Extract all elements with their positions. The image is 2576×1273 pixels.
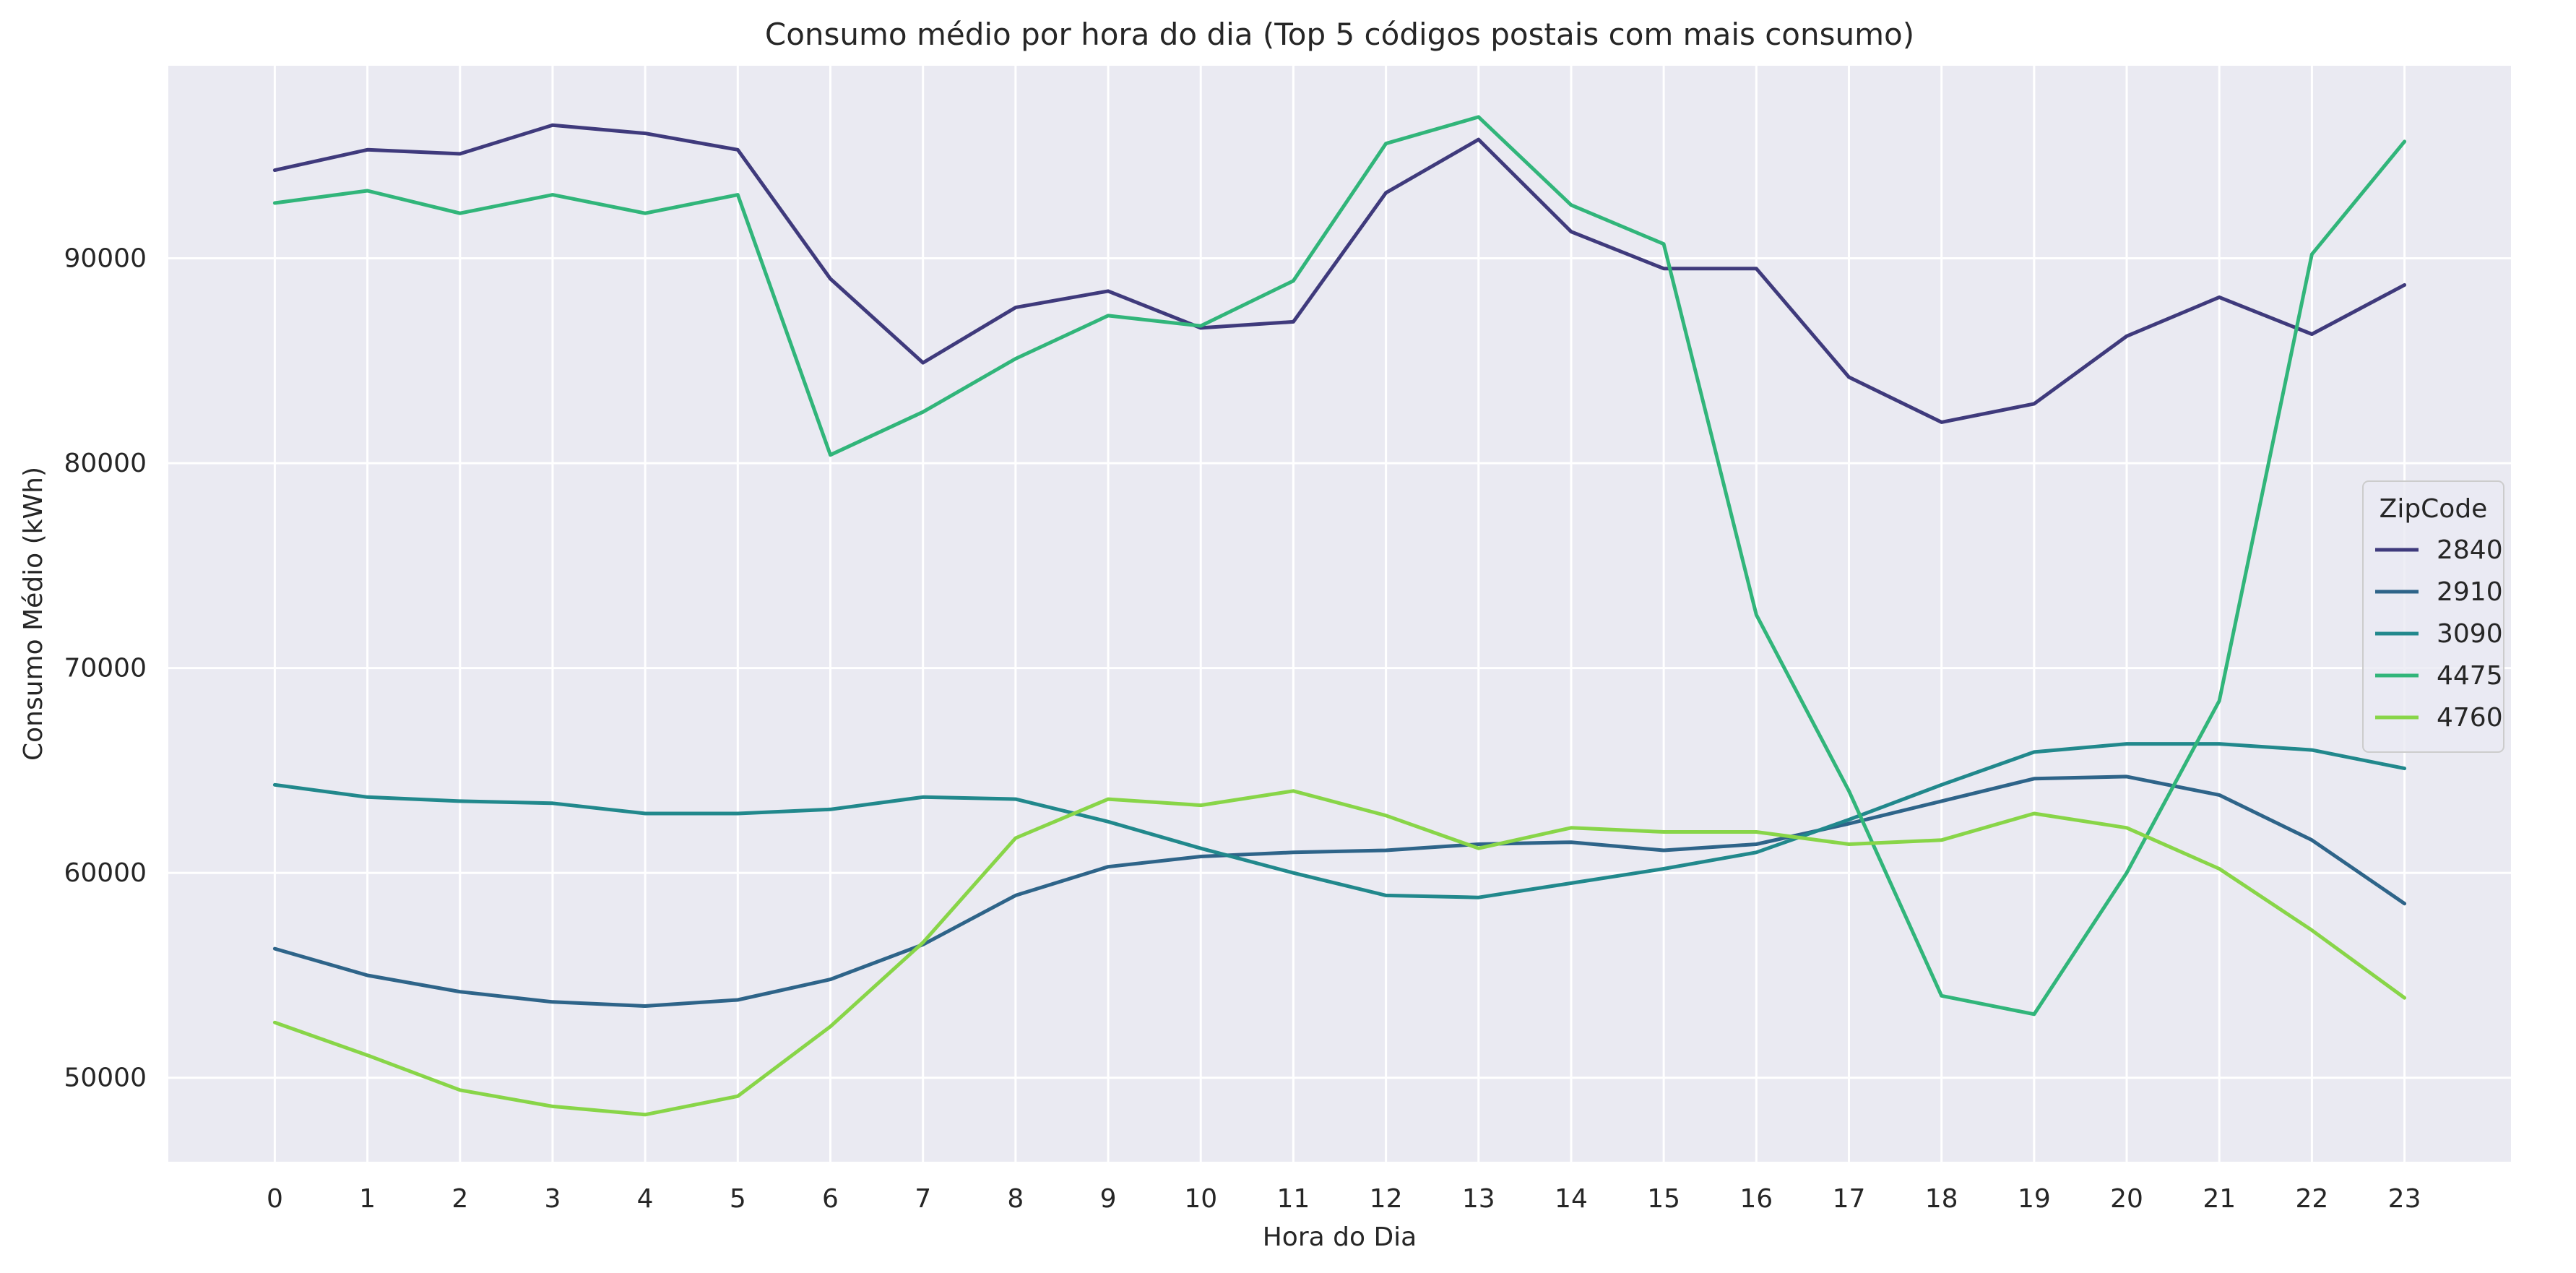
x-tick-label: 2 xyxy=(451,1184,468,1214)
x-tick-label: 19 xyxy=(2018,1184,2051,1214)
plot-area xyxy=(168,66,2511,1162)
legend-title: ZipCode xyxy=(2380,494,2488,524)
x-tick-label: 12 xyxy=(1370,1184,1403,1214)
series-line-2840 xyxy=(272,123,2407,424)
y-tick-label: 50000 xyxy=(64,1063,147,1093)
legend-label-2910: 2910 xyxy=(2437,577,2503,607)
x-tick-label: 7 xyxy=(915,1184,931,1214)
y-axis-label: Consumo Médio (kWh) xyxy=(19,467,48,761)
chart-title: Consumo médio por hora do dia (Top 5 cód… xyxy=(765,17,1914,52)
legend-label-4475: 4475 xyxy=(2437,661,2503,691)
series-line-2910 xyxy=(272,774,2407,1008)
x-tick-label: 17 xyxy=(1833,1184,1866,1214)
series-lines xyxy=(272,115,2407,1117)
x-tick-label: 22 xyxy=(2296,1184,2329,1214)
y-tick-label: 70000 xyxy=(64,654,147,683)
y-tick-label: 60000 xyxy=(64,858,147,888)
y-tick-labels: 50000 60000 70000 80000 90000 xyxy=(64,244,147,1093)
series-line-4760 xyxy=(272,789,2407,1117)
x-tick-label: 20 xyxy=(2110,1184,2143,1214)
x-tick-label: 3 xyxy=(545,1184,561,1214)
x-tick-label: 18 xyxy=(1925,1184,1958,1214)
legend-label-3090: 3090 xyxy=(2437,619,2503,649)
x-tick-label: 9 xyxy=(1100,1184,1117,1214)
x-tick-label: 23 xyxy=(2388,1184,2421,1214)
x-tick-label: 14 xyxy=(1555,1184,1588,1214)
x-tick-label: 6 xyxy=(822,1184,839,1214)
y-tick-label: 90000 xyxy=(64,244,147,274)
x-tick-label: 11 xyxy=(1277,1184,1310,1214)
x-tick-label: 5 xyxy=(730,1184,746,1214)
x-tick-label: 13 xyxy=(1462,1184,1495,1214)
x-tick-label: 10 xyxy=(1184,1184,1217,1214)
y-gridlines xyxy=(168,257,2511,1079)
x-tick-label: 16 xyxy=(1739,1184,1773,1214)
x-tick-label: 1 xyxy=(359,1184,376,1214)
x-tick-label: 21 xyxy=(2203,1184,2236,1214)
x-tick-label: 0 xyxy=(267,1184,283,1214)
legend-items: 2840 2910 3090 4475 4760 xyxy=(2375,535,2503,733)
x-tick-label: 8 xyxy=(1007,1184,1024,1214)
x-axis-label: Hora do Dia xyxy=(1263,1222,1417,1252)
y-tick-label: 80000 xyxy=(64,449,147,478)
legend: ZipCode 2840 2910 3090 4475 4760 xyxy=(2362,480,2504,753)
x-gridlines xyxy=(273,66,2406,1162)
x-tick-label: 15 xyxy=(1647,1184,1680,1214)
series-line-3090 xyxy=(272,742,2407,899)
legend-label-2840: 2840 xyxy=(2437,535,2503,565)
x-tick-labels: 0 1 2 3 4 5 6 7 8 9 10 11 12 13 14 15 16 17 18 19 20 21 22 23 xyxy=(267,1184,2421,1214)
series-line-4475 xyxy=(272,115,2407,1017)
legend-label-4760: 4760 xyxy=(2437,703,2503,733)
x-tick-label: 4 xyxy=(637,1184,654,1214)
